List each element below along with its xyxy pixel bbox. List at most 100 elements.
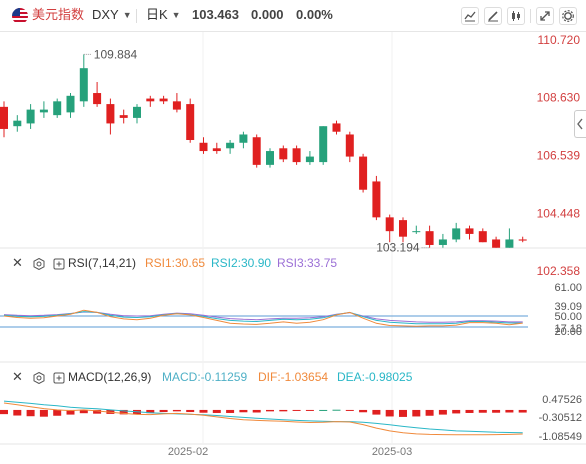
chevron-left-icon [577, 118, 583, 130]
rsi-axis-label: 17.18 [554, 323, 582, 335]
macd-histogram-bar [146, 409, 155, 414]
macd-indicator-name: MACD(12,26,9) [68, 370, 152, 384]
expand-icon [540, 11, 550, 21]
settings-icon [562, 10, 574, 22]
high-price-label: 109.884 [94, 47, 138, 61]
candle-type-icon [512, 11, 520, 21]
candle-body [239, 134, 248, 143]
last-price: 103.463 [192, 7, 239, 22]
macd-histogram-bar [345, 409, 354, 411]
candle-body [66, 95, 75, 113]
price-change: 0.000 [251, 7, 284, 22]
timeframe-selector[interactable]: 日K ▼ [146, 7, 181, 23]
candle-body [452, 228, 461, 240]
macd-histogram-bar [212, 409, 221, 413]
dea-value: DEA:-0.98025 [337, 370, 413, 384]
macd-histogram-bar [172, 409, 181, 412]
candle-body [505, 239, 514, 248]
macd-close-icon[interactable]: ✕ [12, 369, 23, 384]
rsi3-value: RSI3:33.75 [277, 256, 338, 270]
candle-body [0, 106, 8, 129]
macd-histogram-bar [39, 409, 48, 417]
macd-histogram-bar [425, 409, 434, 416]
candle-body [106, 104, 115, 124]
price-axis-label: 102.358 [537, 264, 581, 278]
dif-line [3, 402, 523, 436]
candle-body [93, 93, 102, 105]
macd-histogram-bar [93, 409, 102, 414]
candle-body [492, 239, 501, 248]
candle-body [226, 142, 235, 149]
symbol-selector[interactable]: DXY ▼ [92, 7, 132, 23]
macd-histogram-bar [266, 409, 274, 412]
draw-button[interactable] [484, 7, 502, 25]
price-axis-label: 110.720 [538, 33, 581, 47]
candle-body [13, 120, 22, 127]
macd-histogram-bar [332, 409, 341, 411]
candle-body [292, 148, 301, 163]
low-price-label: 103.194 [376, 241, 420, 255]
candle-body [159, 98, 168, 102]
rsi-settings-icon[interactable] [33, 258, 45, 270]
candle-body [186, 104, 195, 141]
macd-histogram-bar [186, 409, 195, 413]
macd-histogram-bar [518, 409, 527, 413]
candle-body [399, 220, 407, 237]
rsi1-value: RSI1:30.65 [145, 256, 206, 270]
candle-body [425, 231, 434, 245]
price-chart[interactable]: 110.720 108.630 106.539 104.448 102.358 109.8… [0, 32, 586, 464]
rsi-copy-icon[interactable] [53, 258, 65, 270]
candle-body [53, 101, 62, 116]
macd-copy-icon[interactable] [53, 372, 65, 384]
divider [530, 9, 531, 23]
macd-settings-icon[interactable] [33, 372, 45, 384]
rsi2-line [3, 311, 523, 325]
timeframe-label: 日K [146, 7, 168, 22]
candle-body [266, 151, 274, 165]
rsi1-line [3, 309, 523, 327]
candle-body [252, 137, 261, 165]
macd-histogram-bar [279, 409, 288, 412]
macd-histogram-bar [399, 409, 407, 417]
rsi-indicator-name: RSI(7,14,21) [68, 256, 137, 270]
candle-body [146, 98, 155, 102]
expand-button[interactable] [536, 7, 554, 25]
candle-body [465, 228, 474, 234]
candle-body [438, 239, 447, 245]
chart-header: 美元指数 DXY ▼ 日K ▼ 103.463 0.000 0.00% [0, 0, 586, 32]
price-axis-label: 104.448 [537, 206, 581, 220]
line-type-icon [464, 11, 476, 22]
line-type-button[interactable] [461, 7, 479, 25]
candle-body [172, 101, 181, 110]
macd-axis-label: -1.08549 [539, 431, 582, 443]
macd-histogram-bar [13, 409, 22, 416]
symbol-name: 美元指数 [32, 7, 85, 22]
settings-button[interactable] [559, 7, 577, 25]
candle-body [133, 106, 141, 118]
side-panel-handle[interactable] [574, 110, 586, 138]
rsi-close-icon[interactable]: ✕ [12, 255, 23, 270]
candle-body [26, 109, 35, 124]
candle-body [345, 134, 354, 157]
candle-body [305, 156, 314, 163]
rsi-axis-label: 20.00 [554, 326, 582, 338]
macd-histogram-bar [79, 409, 88, 414]
macd-histogram-bar [385, 409, 394, 417]
us-flag-icon [12, 8, 28, 24]
candle-body [359, 156, 368, 190]
rsi-axis-label: 50.00 [554, 311, 582, 323]
rsi-axis-label: 39.09 [554, 301, 582, 313]
candle-body [319, 126, 328, 163]
macd-histogram-bar [53, 409, 62, 416]
candle-type-button[interactable] [507, 7, 525, 25]
chevron-down-icon: ▼ [122, 10, 132, 20]
dea-line [3, 400, 523, 434]
price-axis-label: 106.539 [537, 149, 581, 163]
macd-histogram-bar [26, 409, 35, 417]
macd-histogram-bar [0, 409, 8, 415]
macd-histogram-bar [412, 409, 421, 417]
macd-histogram-bar [465, 409, 474, 413]
candle-body [79, 68, 88, 102]
macd-histogram-bar [239, 409, 248, 413]
macd-histogram-bar [359, 409, 368, 413]
